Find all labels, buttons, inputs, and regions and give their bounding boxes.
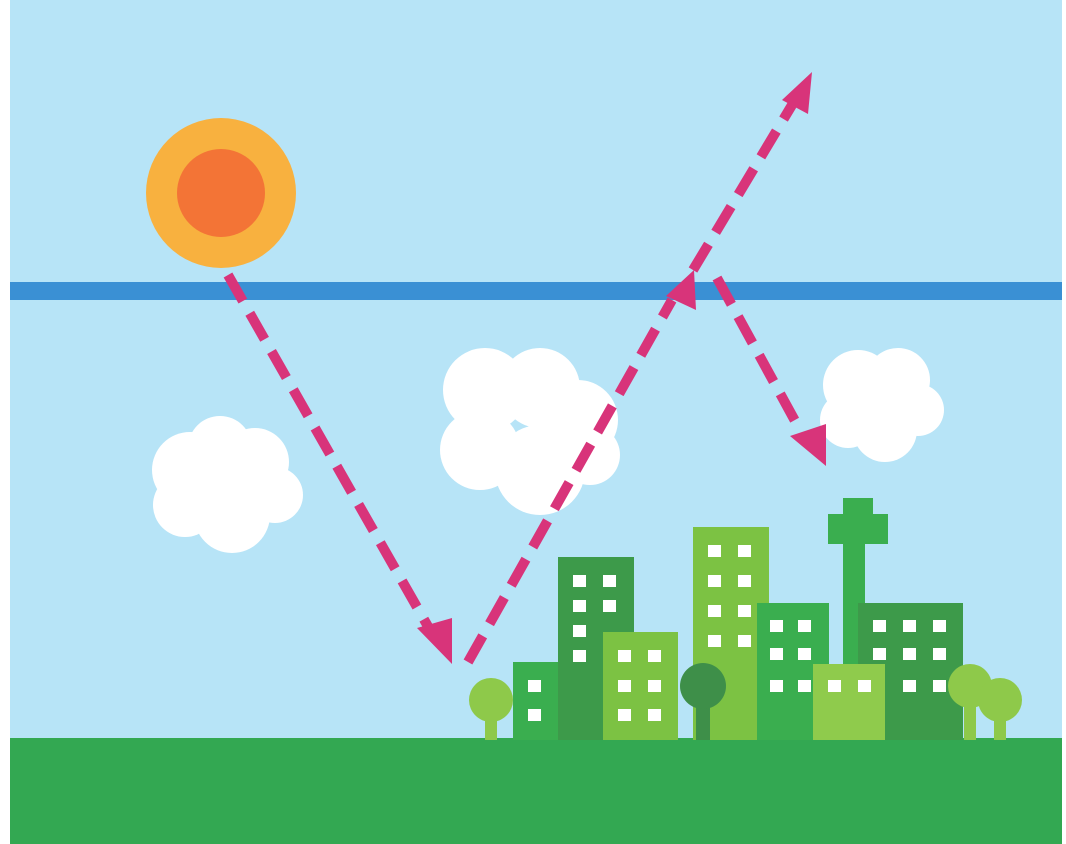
arrow-atmosphere-to-ground xyxy=(712,275,805,433)
tree-left xyxy=(469,678,513,740)
arrow-heads xyxy=(417,72,826,664)
building-windows xyxy=(528,545,946,721)
sun-icon xyxy=(146,118,296,268)
arrow-atmosphere-to-space xyxy=(688,102,797,273)
arrowhead-down-left xyxy=(417,618,452,664)
arrow-sun-to-city xyxy=(223,272,435,633)
cloud-right xyxy=(820,348,944,462)
arrowhead-up-mid xyxy=(666,270,696,310)
arrowhead-up-top xyxy=(782,72,812,114)
arrowhead-down-right xyxy=(790,424,826,466)
ground xyxy=(10,738,1062,844)
tree-middle xyxy=(680,663,726,740)
atmosphere-band xyxy=(10,282,1062,300)
arrow-city-to-atmosphere xyxy=(463,297,677,665)
light-path-arrows xyxy=(223,102,805,665)
cloud-left xyxy=(152,416,303,553)
tree-right xyxy=(948,664,1022,740)
